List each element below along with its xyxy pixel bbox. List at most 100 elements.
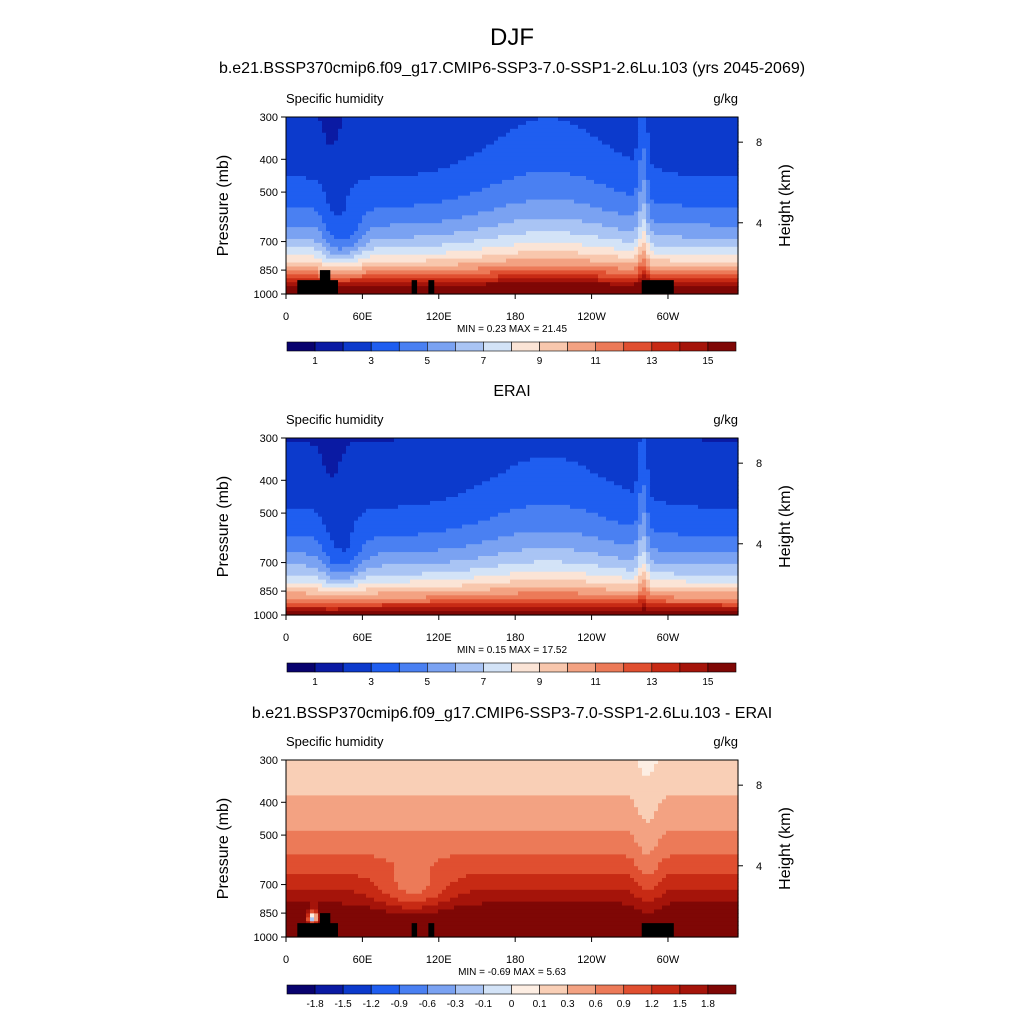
field-cell (286, 921, 307, 926)
field-cell (646, 148, 651, 153)
colorbar-box (398, 341, 428, 352)
field-cell (286, 215, 323, 220)
field-cell (470, 889, 631, 895)
field-cell (286, 901, 311, 907)
field-cell (286, 587, 319, 592)
field-cell (654, 559, 739, 565)
field-cell (310, 913, 315, 918)
field-cell (498, 536, 599, 541)
field-cell (518, 461, 579, 467)
field-cell (318, 512, 363, 518)
field-cell (638, 497, 647, 502)
field-cell (638, 842, 659, 848)
field-cell (334, 211, 343, 216)
min-max-stats: MIN = -0.69 MAX = 5.63 (458, 967, 566, 978)
field-cell (362, 266, 479, 271)
y-tick-label: 1000 (254, 932, 278, 944)
field-cell (338, 461, 519, 467)
field-cell (642, 242, 647, 248)
units-label: g/kg (713, 412, 738, 427)
field-cell (650, 266, 739, 271)
field-cell (342, 901, 387, 907)
colorbar-label: 15 (702, 356, 714, 367)
field-cell (342, 120, 527, 126)
y2-axis-title: Height (km) (777, 807, 794, 890)
field-cell (442, 219, 515, 224)
field-cell (646, 819, 651, 824)
colorbar-box (286, 984, 316, 995)
field-cell (650, 211, 739, 216)
field-cell (286, 854, 375, 859)
y-tick-label: 500 (260, 830, 278, 842)
field-cell (366, 893, 391, 899)
field-cell (646, 520, 651, 526)
colorbar-label: 1 (312, 677, 318, 688)
field-cell (322, 183, 355, 189)
field-cell (466, 544, 639, 549)
field-cell (650, 477, 739, 482)
field-cell (286, 176, 307, 181)
field-cell (650, 195, 739, 201)
field-cell (286, 607, 327, 612)
field-cell (654, 164, 739, 169)
field-cell (318, 274, 363, 279)
field-cell (638, 866, 659, 871)
field-cell (586, 128, 639, 134)
field-cell (570, 172, 639, 177)
field-cell (666, 874, 739, 879)
field-cell (634, 803, 659, 808)
field-cell (498, 223, 603, 228)
field-cell (630, 889, 667, 895)
field-cell (286, 156, 467, 161)
y2-tick-label: 8 (756, 780, 762, 792)
field-cell (638, 599, 647, 604)
field-cell (650, 207, 739, 212)
field-cell (342, 211, 367, 216)
field-cell (510, 465, 587, 471)
field-cell (286, 929, 739, 934)
field-cell (286, 850, 643, 855)
field-cell (638, 235, 643, 240)
field-cell (638, 591, 651, 596)
field-cell (286, 803, 635, 808)
field-cell (318, 227, 327, 232)
field-cell (646, 117, 739, 122)
field-cell (286, 571, 327, 577)
field-cell (350, 575, 367, 581)
colorbar-label: 11 (590, 356, 601, 367)
panel-title: b.e21.BSSP370cmip6.f09_g17.CMIP6-SSP3-7.… (252, 705, 772, 722)
field-cell (614, 246, 635, 252)
field-cell (634, 152, 643, 157)
field-cell (330, 556, 355, 561)
field-cell (446, 497, 639, 502)
field-cell (322, 258, 359, 264)
field-cell (654, 528, 739, 533)
field-cell (286, 172, 419, 177)
field-cell (334, 473, 499, 478)
field-cell (286, 199, 327, 205)
field-cell (614, 481, 635, 486)
x-tick-label: 0 (283, 311, 289, 323)
field-cell (590, 258, 639, 264)
field-cell (426, 595, 639, 600)
field-cell (422, 889, 443, 895)
field-cell (642, 489, 647, 494)
field-cell (638, 179, 643, 185)
field-cell (414, 235, 499, 240)
field-cell (286, 508, 315, 514)
field-cell (370, 556, 479, 561)
field-cell (286, 528, 327, 533)
field-cell (326, 140, 335, 146)
field-cell (646, 124, 739, 130)
field-cell (662, 878, 739, 883)
field-cell (386, 901, 439, 907)
field-cell (638, 516, 643, 522)
field-cell (350, 250, 363, 256)
field-cell (286, 183, 323, 189)
field-cell (638, 811, 655, 816)
field-cell (650, 187, 739, 193)
field-cell (286, 556, 319, 561)
field-cell (626, 191, 635, 197)
field-cell (350, 235, 363, 240)
field-cell (634, 156, 643, 161)
